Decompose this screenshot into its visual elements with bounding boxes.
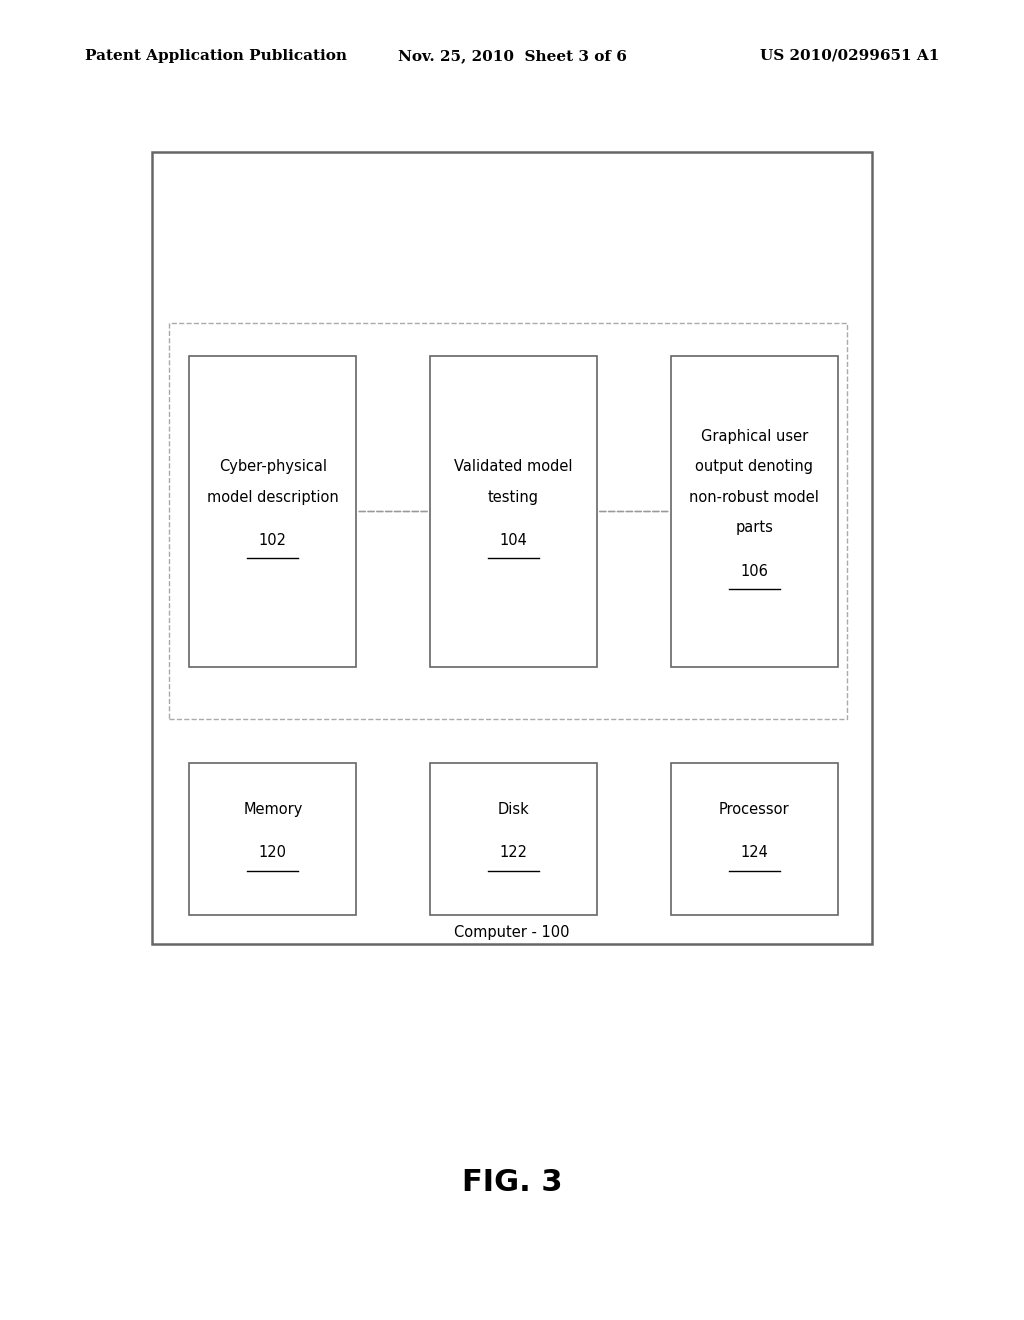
Text: model description: model description	[207, 490, 339, 504]
Text: 120: 120	[259, 846, 287, 861]
Text: Processor: Processor	[719, 801, 790, 817]
Bar	[430, 356, 597, 667]
Bar	[152, 152, 872, 944]
Text: non-robust model: non-robust model	[689, 490, 819, 504]
Text: Graphical user: Graphical user	[700, 429, 808, 444]
Text: 104: 104	[500, 533, 527, 548]
Text: US 2010/0299651 A1: US 2010/0299651 A1	[760, 49, 939, 63]
Text: 102: 102	[259, 533, 287, 548]
Bar	[169, 323, 847, 719]
Text: Cyber-physical: Cyber-physical	[219, 459, 327, 474]
Bar	[671, 763, 838, 915]
Text: output denoting: output denoting	[695, 459, 813, 474]
Text: testing: testing	[488, 490, 539, 504]
Text: Nov. 25, 2010  Sheet 3 of 6: Nov. 25, 2010 Sheet 3 of 6	[397, 49, 627, 63]
Text: 124: 124	[740, 846, 768, 861]
Text: Memory: Memory	[244, 801, 302, 817]
Text: 122: 122	[500, 846, 527, 861]
Text: Patent Application Publication: Patent Application Publication	[85, 49, 347, 63]
Bar	[671, 356, 838, 667]
Text: Disk: Disk	[498, 801, 529, 817]
Bar	[430, 763, 597, 915]
Bar	[189, 763, 356, 915]
Text: FIG. 3: FIG. 3	[462, 1168, 562, 1197]
Text: parts: parts	[735, 520, 773, 535]
Text: 106: 106	[740, 564, 768, 578]
Text: Computer - 100: Computer - 100	[455, 925, 569, 940]
Text: Validated model: Validated model	[455, 459, 572, 474]
Bar	[189, 356, 356, 667]
